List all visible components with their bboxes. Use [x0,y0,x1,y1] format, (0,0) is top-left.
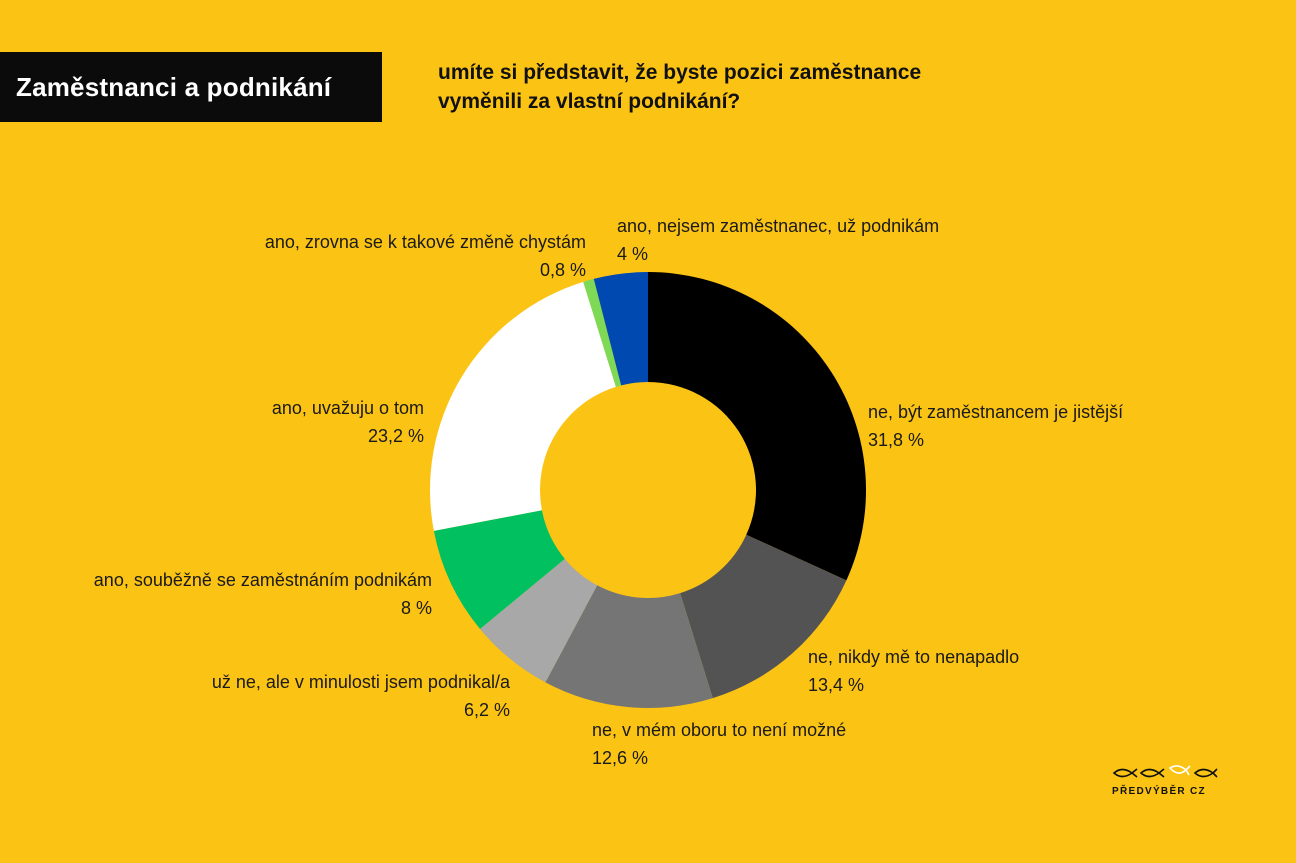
donut-slice [583,278,622,387]
slice-labels: ne, být zaměstnancem je jistější 31,8 % ne… [94,216,1123,768]
donut-slice [430,281,616,531]
slice-value-label: 6,2 % [464,700,510,720]
slice-value-label: 4 % [617,244,648,264]
slice-value-label: 13,4 % [808,675,864,695]
slice-label: ano, zrovna se k takové změně chystám [265,232,586,252]
question-line-2: vyměnili za vlastní podnikání? [438,90,741,113]
slice-value-label: 23,2 % [368,426,424,446]
donut-slices [430,272,866,708]
slice-label: ne, v mém oboru to není možné [592,720,846,740]
donut-slice [545,585,713,708]
question-line-1: umíte si představit, že byste pozici zam… [438,61,922,84]
chart-title: Zaměstnanci a podnikání [16,71,332,102]
slice-label: už ne, ale v minulosti jsem podnikal/a [212,672,511,692]
donut-slice [593,272,648,386]
donut-slice [648,272,866,581]
brand-logo: PŘEDVÝBĚR CZ [1112,764,1222,802]
slice-value-label: 0,8 % [540,260,586,280]
fish-logo-icon [1112,765,1218,778]
survey-question: umíte si představit, že byste pozici zam… [438,58,1058,116]
slice-value-label: 8 % [401,598,432,618]
donut-slice [433,510,565,629]
fish-icons [1112,764,1222,782]
donut-slice [680,534,847,699]
donut-slice [480,558,598,683]
chart-title-badge: Zaměstnanci a podnikání [0,52,382,122]
slice-label: ano, uvažuju o tom [272,398,424,418]
slice-value-label: 31,8 % [868,430,924,450]
slice-value-label: 12,6 % [592,748,648,768]
brand-name: PŘEDVÝBĚR CZ [1112,786,1206,797]
slice-label: ano, nejsem zaměstnanec, už podnikám [617,216,939,236]
slice-label: ne, nikdy mě to nenapadlo [808,647,1019,667]
slice-label: ne, být zaměstnancem je jistější [868,402,1123,422]
slice-label: ano, souběžně se zaměstnáním podnikám [94,570,432,590]
